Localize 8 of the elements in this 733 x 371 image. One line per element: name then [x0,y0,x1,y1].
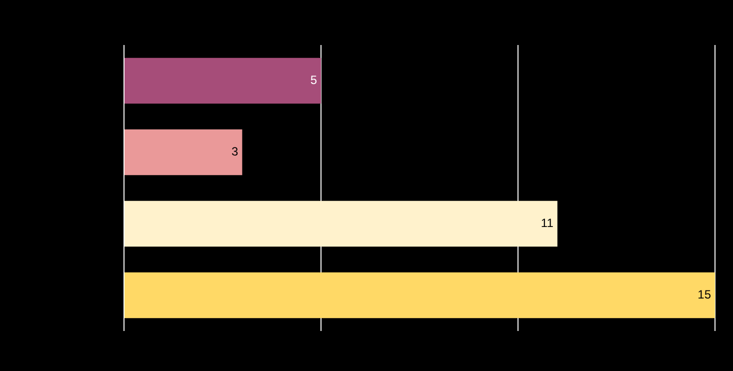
data-label: 3 [232,144,239,159]
data-label: 15 [698,288,712,302]
data-label: 5 [310,73,318,88]
bar [124,129,242,176]
bar [124,272,715,318]
bar [124,58,321,104]
bar [124,200,558,247]
data-label: 11 [540,216,554,230]
